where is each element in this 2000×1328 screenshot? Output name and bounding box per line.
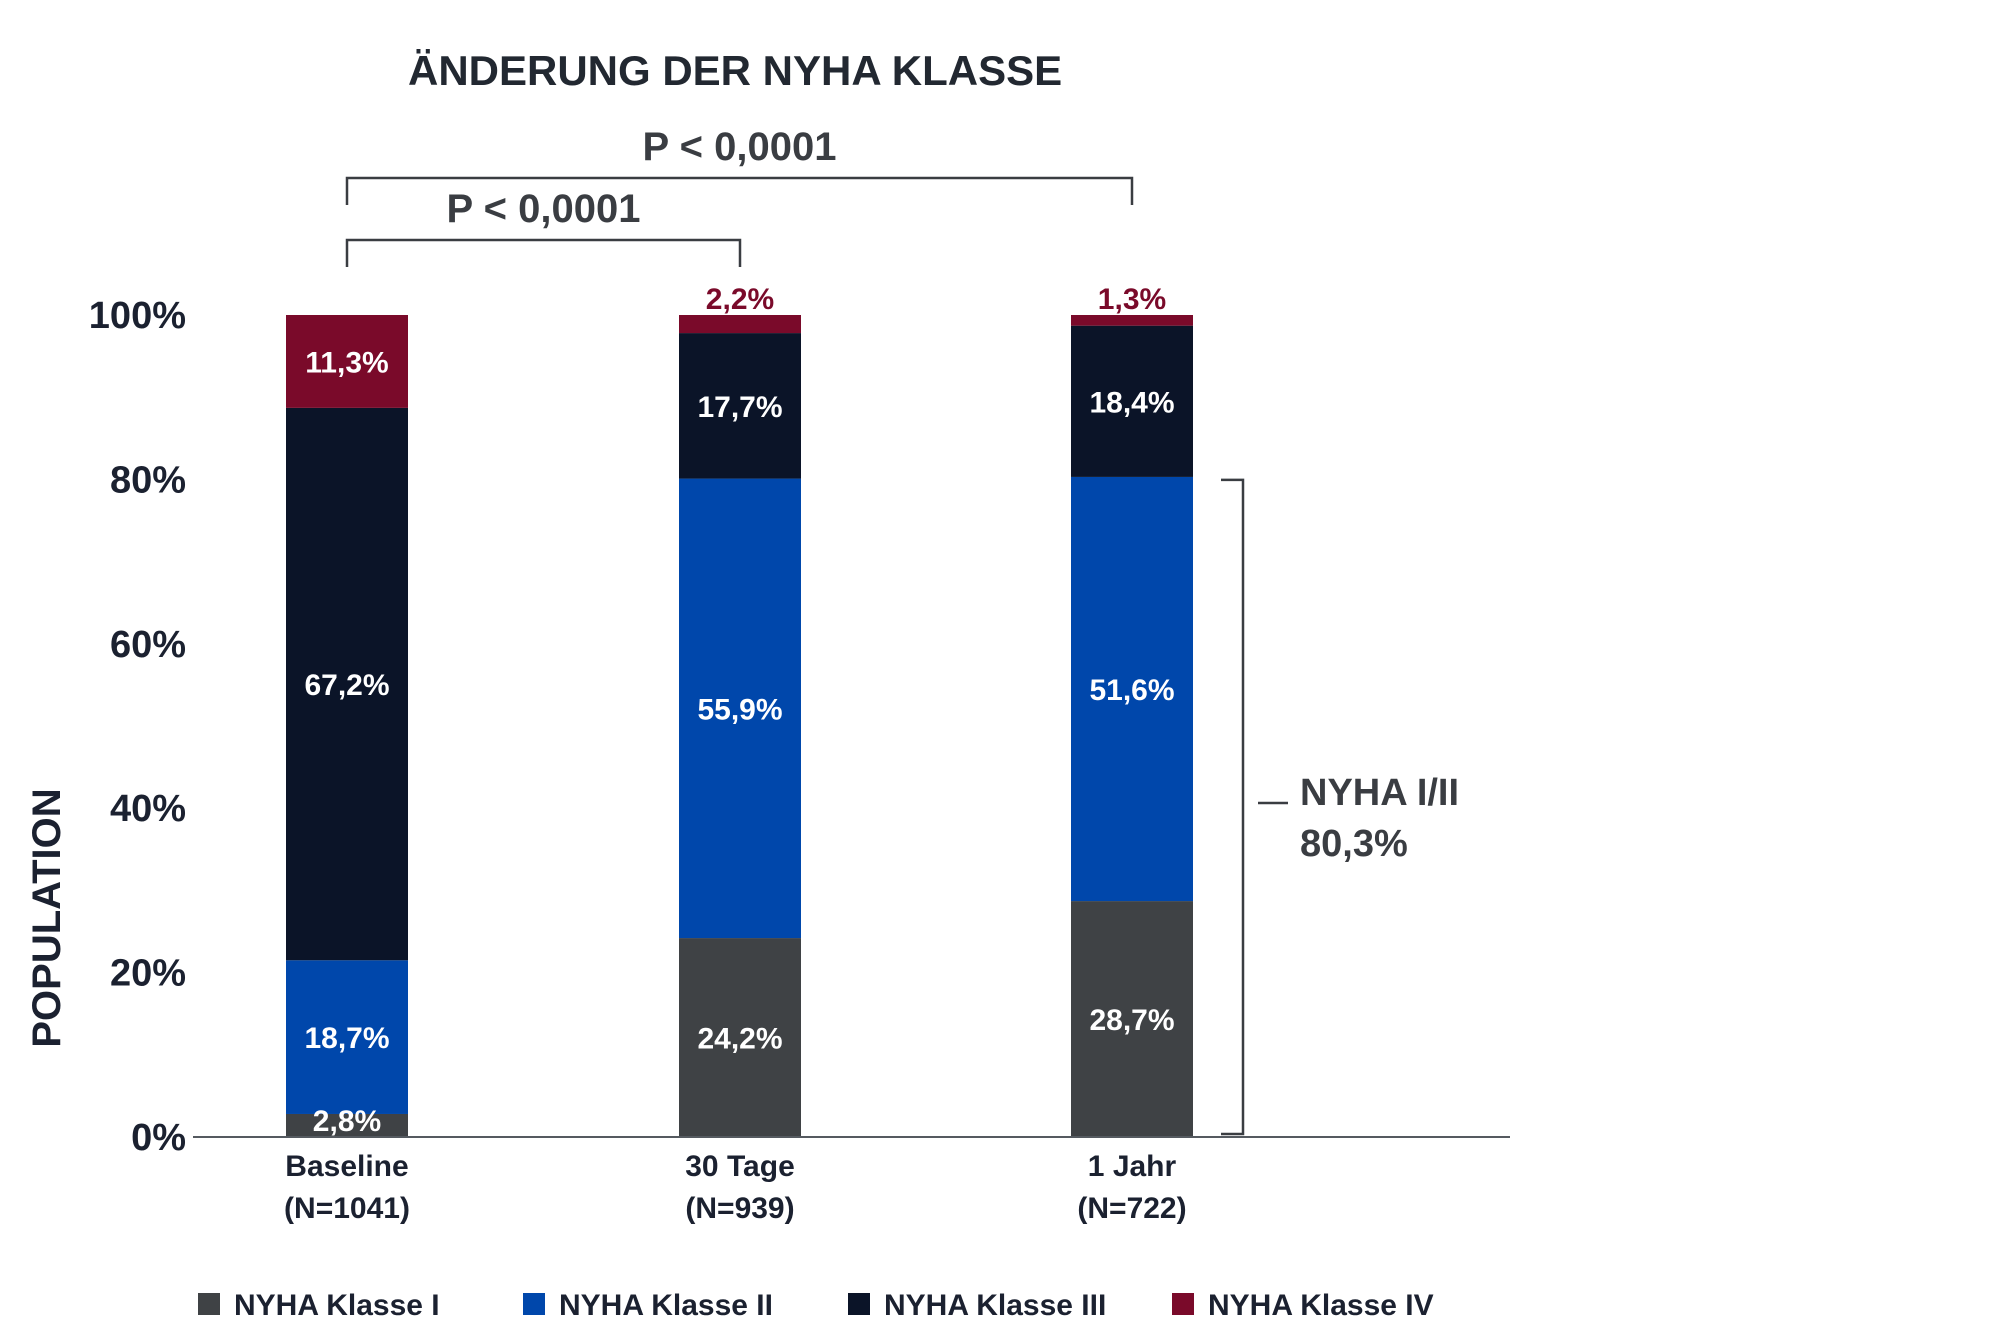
y-tick-label: 60% [110,624,186,666]
bar-value-label: 18,4% [1089,386,1174,419]
annotation-label: NYHA I/II [1300,772,1459,814]
bar-segment [679,333,801,479]
x-tick-label: 30 Tage [685,1150,795,1183]
bar-segment [679,938,801,1137]
annotation-value: 80,3% [1300,823,1408,865]
x-tick-label: 1 Jahr [1088,1150,1177,1183]
x-tick-sublabel: (N=939) [685,1192,794,1225]
bar-segment [286,1113,408,1137]
bar-segment [286,315,408,408]
y-tick-label: 40% [110,788,186,830]
y-axis: 0% 20% 40% 60% 80% 100% [89,295,186,1159]
bar-value-label: 2,8% [313,1105,381,1138]
y-axis-label: POPULATION [25,788,69,1047]
y-tick-label: 0% [131,1117,186,1159]
bar-segment [1071,476,1193,902]
x-tick-sublabel: (N=1041) [284,1192,410,1225]
bar-value-label: 51,6% [1089,674,1174,707]
bar-segment [286,407,408,961]
bar-value-label: 11,3% [305,346,388,379]
p-value-label: P < 0,0001 [447,187,641,231]
bar-value-label: 28,7% [1089,1004,1174,1037]
legend-label: NYHA Klasse II [559,1289,773,1322]
bar-value-label: 18,7% [304,1022,389,1055]
legend-swatch [523,1293,545,1315]
x-tick-label: Baseline [285,1150,408,1183]
y-tick-label: 100% [89,295,186,337]
y-tick-label: 20% [110,953,186,995]
bar-value-label: 67,2% [304,669,389,702]
bar-value-label: 1,3% [1098,283,1166,316]
bar-segment [1071,315,1193,326]
legend: NYHA Klasse I NYHA Klasse II NYHA Klasse I… [198,1289,1434,1322]
significance-bracket [345,176,1134,205]
legend-label: NYHA Klasse I [234,1289,440,1322]
x-tick-sublabel: (N=722) [1077,1192,1186,1225]
stacked-bars: 2,8% 18,7% 67,2% 11,3% 24,2% 55,9% 17,7% 2,2% 28… [286,283,1193,1138]
legend-swatch [1172,1293,1194,1315]
p-value-label: P < 0,0001 [643,125,837,169]
bar-segment [679,315,801,334]
nyha-i-ii-annotation: NYHA I/II 80,3% [1221,478,1459,1136]
bar-segment [1071,325,1193,477]
significance-bracket [345,238,742,267]
y-tick-label: 80% [110,459,186,501]
bar-value-label: 55,9% [697,693,782,726]
legend-swatch [198,1293,220,1315]
legend-label: NYHA Klasse III [884,1289,1106,1322]
bar-value-label: 2,2% [706,283,774,316]
annotation-bracket [1221,478,1245,1136]
bar-value-label: 24,2% [697,1023,782,1056]
bar-value-label: 17,7% [697,391,782,424]
x-axis: Baseline (N=1041) 30 Tage (N=939) 1 Jahr (N=7… [193,1136,1510,1225]
bar-segment [286,960,408,1114]
bar-segment [679,478,801,939]
legend-swatch [848,1293,870,1315]
legend-label: NYHA Klasse IV [1208,1289,1434,1322]
bar-segment [1071,901,1193,1137]
chart-title: ÄNDERUNG DER NYHA KLASSE [408,47,1062,94]
